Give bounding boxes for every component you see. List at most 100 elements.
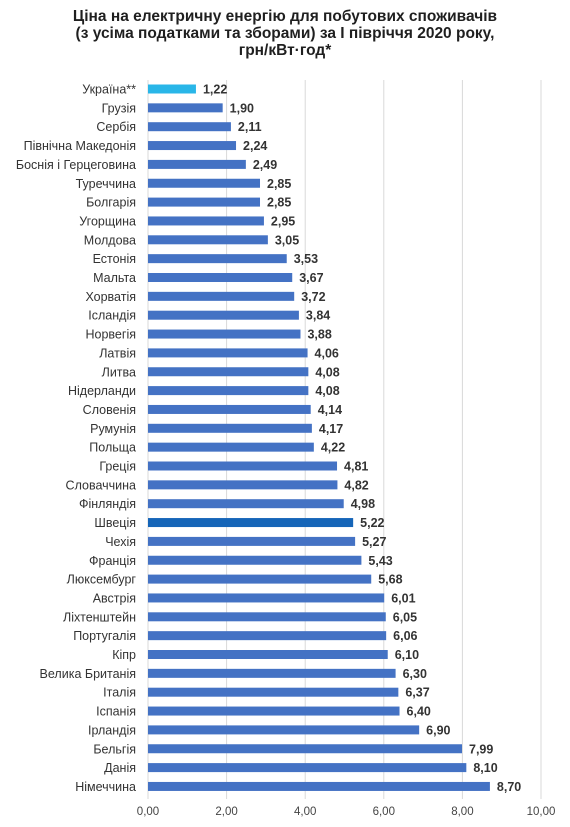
bar bbox=[148, 103, 223, 113]
value-label: 3,72 bbox=[301, 290, 325, 304]
bar bbox=[148, 763, 467, 773]
value-label: 6,01 bbox=[391, 591, 415, 605]
category-label: Словаччина bbox=[66, 478, 137, 492]
value-label: 3,53 bbox=[294, 252, 318, 266]
category-label: Литва bbox=[102, 365, 136, 379]
value-label: 7,99 bbox=[469, 742, 493, 756]
bar bbox=[148, 197, 261, 207]
x-tick-label: 4,00 bbox=[294, 806, 316, 818]
value-label: 4,06 bbox=[315, 346, 339, 360]
bar bbox=[148, 668, 396, 678]
bar bbox=[148, 329, 301, 339]
bar bbox=[148, 404, 311, 414]
bar bbox=[148, 555, 362, 565]
category-labels: Україна** Грузія Сербія Північна Македонія Б… bbox=[16, 83, 137, 794]
value-label: 4,08 bbox=[315, 384, 339, 398]
value-label: 4,81 bbox=[344, 460, 368, 474]
category-label: Угорщина bbox=[79, 214, 136, 228]
bar bbox=[148, 367, 309, 377]
category-label: Ісландія bbox=[88, 309, 136, 323]
bar bbox=[148, 178, 261, 188]
category-label: Швеція bbox=[94, 516, 136, 530]
bar bbox=[148, 574, 372, 584]
bar bbox=[148, 159, 246, 169]
chart-title-line-2: (з усіма податками та зборами) за І півр… bbox=[75, 25, 495, 42]
category-label: Італія bbox=[103, 686, 136, 700]
category-label: Словенія bbox=[83, 403, 136, 417]
category-label: Австрія bbox=[93, 591, 136, 605]
value-label: 5,68 bbox=[378, 573, 402, 587]
value-label: 1,90 bbox=[230, 101, 254, 115]
chart-title-line-3: грн/кВт·год* bbox=[238, 42, 332, 59]
bar bbox=[148, 273, 293, 282]
value-label: 2,95 bbox=[271, 214, 295, 228]
bar bbox=[148, 631, 387, 641]
value-label: 5,43 bbox=[368, 554, 392, 568]
bar bbox=[148, 480, 338, 490]
category-label: Фінляндія bbox=[79, 497, 136, 511]
value-label: 4,14 bbox=[318, 403, 342, 417]
category-label: Сербія bbox=[96, 120, 136, 134]
bar bbox=[148, 744, 463, 754]
bar bbox=[148, 781, 490, 791]
category-label: Україна** bbox=[82, 83, 136, 97]
category-label: Люксембург bbox=[67, 573, 137, 587]
bar bbox=[148, 687, 399, 697]
bar bbox=[148, 518, 354, 528]
value-label: 2,85 bbox=[267, 177, 291, 191]
bar bbox=[148, 291, 295, 301]
category-label: Румунія bbox=[90, 422, 136, 436]
x-tick-label: 10,00 bbox=[527, 806, 556, 818]
bar bbox=[148, 310, 299, 320]
category-label: Хорватія bbox=[85, 290, 136, 304]
x-tick-label: 0,00 bbox=[137, 806, 159, 818]
value-label: 1,22 bbox=[203, 83, 227, 97]
value-label: 2,11 bbox=[238, 120, 262, 134]
value-labels: 1,221,90 2,11 2,24 2,49 2,85 2,85 2,95 3,05 3,53… bbox=[203, 83, 521, 794]
value-label: 6,10 bbox=[395, 648, 419, 662]
bar bbox=[148, 650, 388, 659]
bar bbox=[148, 348, 308, 358]
x-tick-label: 8,00 bbox=[451, 806, 473, 818]
value-label: 6,05 bbox=[393, 610, 417, 624]
category-label: Греція bbox=[99, 460, 136, 474]
bar bbox=[148, 84, 196, 94]
category-label: Боснія і Герцеговина bbox=[16, 158, 136, 172]
value-label: 8,10 bbox=[473, 761, 497, 775]
bar bbox=[148, 536, 356, 546]
value-label: 6,06 bbox=[393, 629, 417, 643]
bars bbox=[148, 84, 490, 791]
category-label: Ліхтенштейн bbox=[63, 610, 136, 624]
bar bbox=[148, 122, 231, 132]
bar bbox=[148, 216, 264, 226]
value-label: 3,88 bbox=[307, 328, 331, 342]
category-label: Мальта bbox=[93, 271, 136, 285]
value-label: 5,22 bbox=[360, 516, 384, 530]
bar bbox=[148, 612, 386, 622]
bar bbox=[148, 423, 312, 433]
category-label: Данія bbox=[104, 761, 136, 775]
bar bbox=[148, 442, 314, 452]
value-label: 4,08 bbox=[315, 365, 339, 379]
category-label: Кіпр bbox=[112, 648, 136, 662]
category-label: Ірландія bbox=[88, 723, 136, 737]
x-tick-label: 2,00 bbox=[215, 806, 237, 818]
category-label: Бельгія bbox=[93, 742, 136, 756]
category-label: Німеччина bbox=[75, 780, 136, 794]
bar bbox=[148, 499, 344, 509]
category-label: Іспанія bbox=[96, 705, 136, 719]
category-label: Північна Македонія bbox=[24, 139, 136, 153]
chart-title-line-1: Ціна на електричну енергію для побутових… bbox=[72, 8, 498, 25]
chart-title: Ціна на електричну енергію для побутових… bbox=[0, 8, 570, 59]
value-label: 4,17 bbox=[319, 422, 343, 436]
value-label: 3,05 bbox=[275, 233, 299, 247]
category-label: Грузія bbox=[102, 101, 136, 115]
bar bbox=[148, 461, 338, 471]
value-label: 5,27 bbox=[362, 535, 386, 549]
value-label: 4,82 bbox=[344, 478, 368, 492]
value-label: 2,24 bbox=[243, 139, 267, 153]
value-label: 4,98 bbox=[351, 497, 375, 511]
bar bbox=[148, 593, 385, 603]
category-label: Португалія bbox=[73, 629, 136, 643]
